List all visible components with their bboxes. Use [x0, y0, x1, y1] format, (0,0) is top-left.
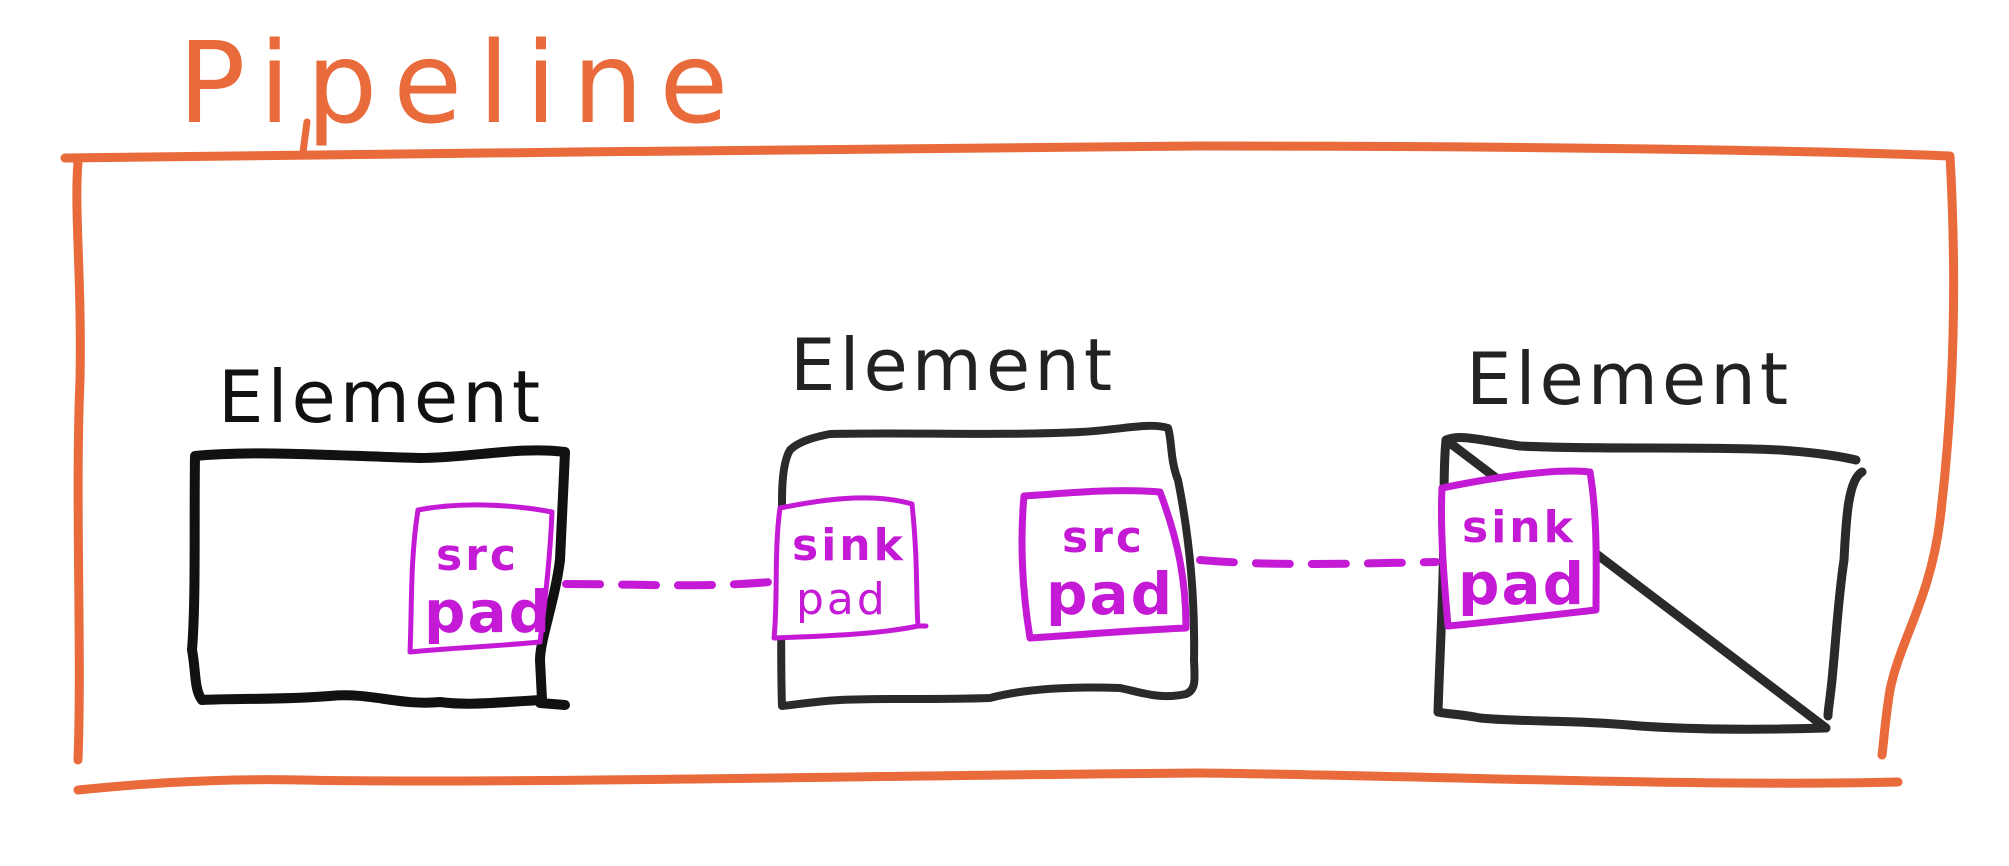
element-3-sink-pad-label-bottom: pad: [1458, 550, 1586, 618]
pad-links: [562, 556, 1440, 590]
pipeline: Pipeline: [60, 19, 1959, 795]
element-2-src-pad-label-top: src: [1062, 512, 1145, 563]
element-3-label: Element: [1466, 337, 1792, 421]
element-3-sink-pad: sink pad: [1437, 467, 1600, 630]
element-2-src-pad-label-bottom: pad: [1046, 560, 1174, 628]
element-1-src-pad-label-top: src: [436, 530, 519, 581]
pipeline-label: Pipeline: [178, 19, 744, 149]
element-3-sink-pad-outline: [1437, 467, 1600, 630]
link-element-1-to-element-2: [562, 578, 774, 590]
pipeline-label-tick: [299, 118, 311, 156]
element-1-box-tail: [535, 698, 570, 710]
element-1-label: Element: [218, 355, 544, 439]
link-element-2-to-element-3: [1196, 556, 1440, 568]
element-1: Element src pad: [187, 355, 570, 710]
element-1-box: [187, 445, 570, 709]
element-1-src-pad-label-bottom: pad: [424, 578, 552, 646]
element-2-label: Element: [790, 323, 1116, 407]
element-2-src-pad-outline: [1018, 487, 1190, 642]
element-3-sink-pad-label-top: sink: [1462, 502, 1576, 553]
element-2-src-pad: src pad: [1018, 487, 1190, 642]
element-1-src-pad: src pad: [407, 502, 555, 655]
pipeline-frame: [60, 141, 1959, 795]
element-2-box: [777, 421, 1199, 710]
element-2-sink-pad-label-bottom: pad: [796, 574, 888, 625]
element-3: Element sink pad: [1433, 337, 1867, 734]
element-2-sink-pad: sink pad: [771, 495, 929, 641]
element-1-src-pad-outline: [407, 502, 555, 655]
element-2: Element sink pad src pad: [771, 323, 1199, 710]
element-2-sink-pad-label-top: sink: [792, 520, 906, 571]
